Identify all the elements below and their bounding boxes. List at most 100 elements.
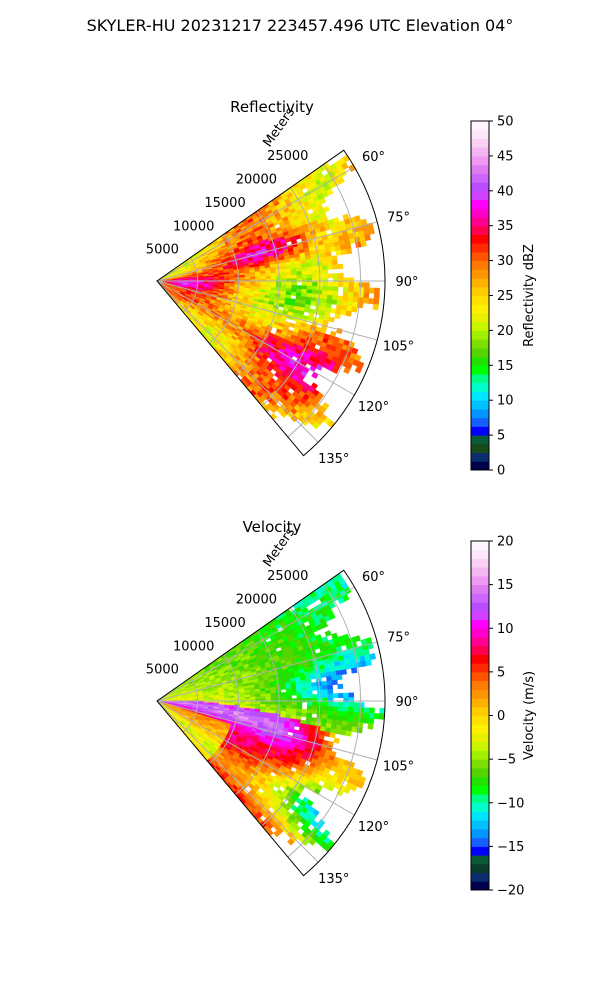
heatmap-cells — [156, 572, 386, 853]
colorbar-tick-label: 45 — [497, 149, 514, 164]
heatmap-cell — [260, 273, 266, 277]
heatmap-cell — [363, 292, 370, 299]
heatmap-cell — [296, 691, 303, 696]
heatmap-cell — [255, 701, 261, 705]
heatmap-cell — [335, 249, 342, 256]
heatmap-cell — [321, 714, 328, 720]
heatmap-cell — [296, 708, 303, 714]
heatmap-cell — [327, 689, 334, 694]
colorbar-segment — [471, 759, 489, 769]
theta-tick-label: 120° — [358, 820, 389, 835]
heatmap-cell — [353, 702, 360, 708]
colorbar-segment — [471, 382, 489, 392]
heatmap-cell — [348, 702, 355, 708]
heatmap-cell — [368, 718, 375, 725]
colorbar-segment — [471, 190, 489, 201]
colorbar-segment — [471, 628, 489, 638]
heatmap-cell — [332, 290, 339, 296]
heatmap-cell — [265, 695, 272, 700]
heatmap-cell — [357, 297, 364, 304]
heatmap-cell — [312, 277, 318, 283]
heatmap-cell — [265, 275, 272, 280]
heatmap-cell — [332, 693, 339, 699]
heatmap-cell — [332, 710, 339, 716]
heatmap-cell — [285, 268, 292, 273]
heatmap-cell — [294, 722, 301, 728]
theta-tick-label: 120° — [358, 400, 389, 415]
heatmap-cell — [322, 702, 329, 707]
colorbar-segment — [471, 234, 489, 244]
heatmap-cell — [239, 697, 246, 700]
colorbar-segment — [471, 251, 489, 262]
colorbar-segment — [471, 846, 489, 856]
colorbar-segment — [471, 663, 489, 673]
heatmap-cell — [234, 277, 241, 280]
heatmap-cell — [255, 281, 261, 285]
heatmap-cell — [331, 259, 338, 266]
colorbar-segment — [471, 417, 489, 427]
heatmap-cell — [340, 729, 347, 736]
colorbar-segment — [471, 820, 489, 830]
heatmap-cell — [342, 295, 349, 302]
heatmap-cell — [301, 694, 308, 699]
heatmap-cell — [327, 710, 334, 716]
heatmap-cell — [363, 287, 370, 294]
heatmap-cell — [363, 707, 370, 714]
heatmap-cell — [306, 285, 313, 291]
heatmap-cell — [260, 281, 267, 285]
heatmap-cell — [244, 276, 251, 280]
heatmap-cell — [255, 696, 261, 700]
heatmap-cell — [362, 717, 369, 724]
heatmap-cell — [296, 701, 303, 706]
panel-title: Velocity — [243, 518, 302, 536]
heatmap-cell — [353, 711, 359, 718]
heatmap-cell — [321, 265, 328, 271]
colorbar-segment — [471, 182, 489, 192]
heatmap-cell — [301, 687, 308, 692]
colorbar-tick-label: 50 — [497, 115, 514, 130]
heatmap-cell — [378, 713, 385, 720]
colorbar-segment — [471, 208, 489, 218]
colorbar-segment — [471, 199, 489, 209]
heatmap-cell — [291, 708, 297, 713]
heatmap-cell — [327, 684, 334, 690]
colorbar-tick-label: −15 — [497, 840, 524, 855]
heatmap-cell — [352, 721, 359, 728]
heatmap-cell — [280, 704, 287, 709]
heatmap-cell — [334, 313, 341, 320]
heatmap-cell — [312, 694, 318, 699]
colorbar-segment — [471, 225, 489, 235]
colorbar-segment — [471, 689, 489, 699]
heatmap-cell — [234, 697, 241, 700]
heatmap-cell — [331, 675, 338, 681]
heatmap-cell — [301, 690, 308, 696]
colorbar-segment — [471, 155, 489, 166]
heatmap-cell — [351, 306, 358, 313]
heatmap-cell — [286, 695, 292, 699]
colorbar-segment — [471, 715, 489, 725]
colorbar-segment — [471, 750, 489, 760]
heatmap-cell — [362, 297, 369, 304]
colorbar-tick-label: 15 — [497, 578, 514, 593]
colorbar-segment — [471, 443, 489, 454]
heatmap-cell — [280, 685, 287, 690]
heatmap-cell — [280, 272, 287, 276]
heatmap-cell — [265, 701, 272, 705]
heatmap-cell — [255, 693, 261, 698]
colorbar-label: Velocity (m/s) — [522, 671, 537, 760]
range-tick-label: 25000 — [267, 569, 308, 584]
heatmap-cell — [342, 291, 349, 297]
colorbar-segment — [471, 575, 489, 586]
heatmap-cell — [329, 246, 337, 253]
colorbar-segment — [471, 435, 489, 445]
heatmap-cell — [327, 706, 334, 712]
heatmap-cell — [368, 707, 375, 714]
colorbar-segment — [471, 286, 489, 296]
heatmap-cell — [358, 712, 365, 719]
heatmap-cell — [322, 290, 328, 296]
heatmap-cell — [291, 271, 297, 276]
heatmap-cell — [306, 281, 313, 287]
heatmap-cell — [301, 267, 308, 272]
heatmap-cell — [310, 674, 317, 680]
